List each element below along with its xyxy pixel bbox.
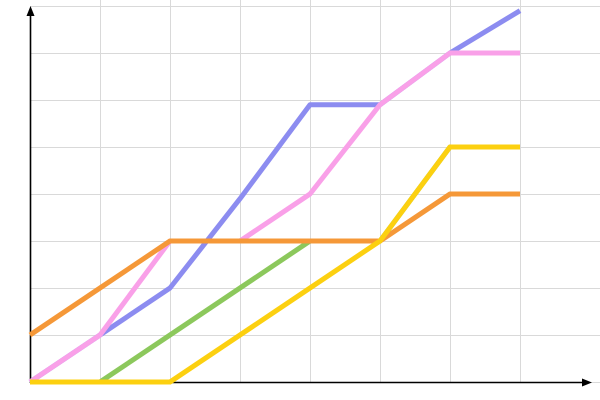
series-yellow [30,144,520,385]
series-orange [28,191,520,338]
horizontal-gridlines [30,6,600,383]
series-green [30,144,520,385]
series-pink [28,50,520,385]
x-axis-arrow-icon [582,378,592,387]
series-lines-group [28,8,522,385]
y-axis-arrow-icon [26,6,35,16]
